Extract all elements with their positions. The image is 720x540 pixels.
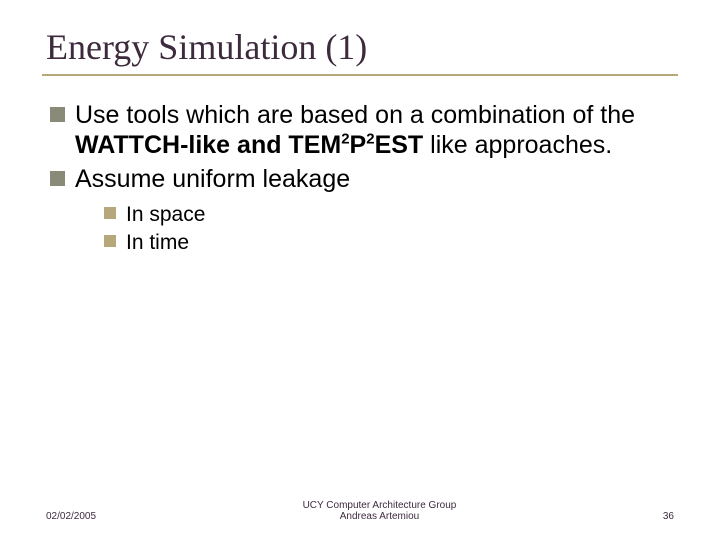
text-bold: EST xyxy=(375,131,424,159)
text-bold: WATTCH-like and TEM xyxy=(75,131,341,159)
square-bullet-icon xyxy=(104,235,116,247)
square-bullet-icon xyxy=(50,107,65,122)
bullet-text: In space xyxy=(126,202,205,228)
bullet-text: Assume uniform leakage xyxy=(75,164,350,194)
square-bullet-icon xyxy=(50,171,65,186)
text-run: Use tools which are based on a combinati… xyxy=(75,101,635,129)
title-underline xyxy=(42,74,678,76)
footer-author: Andreas Artemiou xyxy=(96,511,663,522)
footer-group: UCY Computer Architecture Group xyxy=(96,500,663,511)
square-bullet-icon xyxy=(104,207,116,219)
bullet-level2: In space xyxy=(104,202,674,228)
superscript: 2 xyxy=(341,131,349,148)
slide-title: Energy Simulation (1) xyxy=(46,26,674,68)
bullet-level1: Assume uniform leakage xyxy=(50,164,674,194)
sublist: In space In time xyxy=(50,202,674,257)
footer-center: UCY Computer Architecture Group Andreas … xyxy=(96,500,663,522)
footer-page-number: 36 xyxy=(663,511,674,522)
text-bold: P xyxy=(350,131,367,159)
slide-body: Use tools which are based on a combinati… xyxy=(46,100,674,257)
bullet-text: Use tools which are based on a combinati… xyxy=(75,100,674,160)
bullet-level2: In time xyxy=(104,230,674,256)
text-run: like approaches. xyxy=(423,131,612,159)
superscript: 2 xyxy=(366,131,374,148)
slide: Energy Simulation (1) Use tools which ar… xyxy=(0,0,720,540)
bullet-level1: Use tools which are based on a combinati… xyxy=(50,100,674,160)
footer-date: 02/02/2005 xyxy=(46,511,96,522)
slide-footer: 02/02/2005 UCY Computer Architecture Gro… xyxy=(0,500,720,522)
bullet-text: In time xyxy=(126,230,189,256)
